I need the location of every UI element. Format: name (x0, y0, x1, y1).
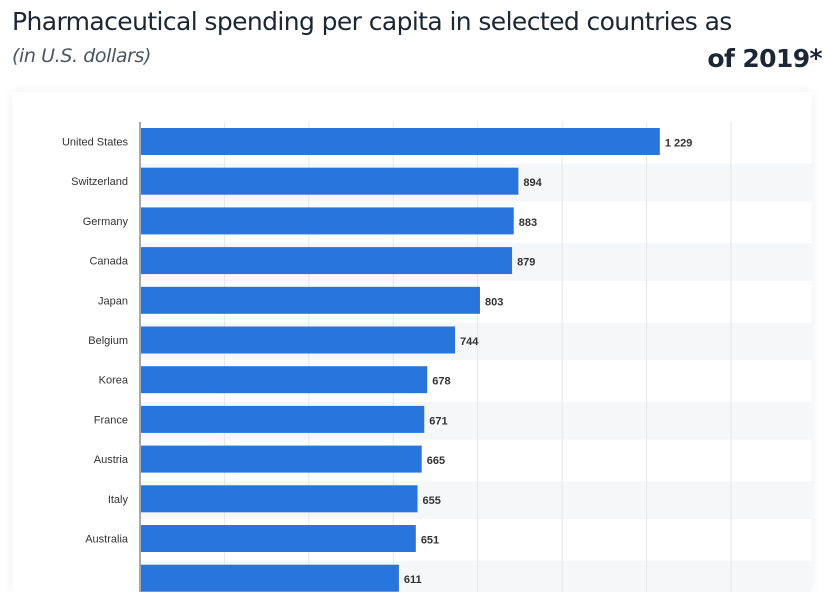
value-label: 651 (421, 535, 439, 547)
value-label: 1 229 (665, 138, 693, 150)
bar-switzerland (141, 167, 519, 195)
bar-united-states (141, 128, 660, 155)
value-label: 678 (432, 376, 450, 388)
bar-australia (141, 525, 416, 552)
bar-austria (141, 445, 422, 473)
category-label: Japan (98, 295, 128, 307)
bar-belgium (141, 326, 456, 354)
value-label: 883 (519, 217, 537, 229)
category-label: Australia (85, 534, 129, 546)
bar-france (141, 405, 425, 433)
value-label: 803 (485, 296, 503, 308)
category-label: Austria (94, 454, 129, 466)
category-label: France (94, 414, 128, 426)
bar-korea (141, 366, 428, 394)
value-label: 894 (523, 177, 542, 189)
category-label: Korea (99, 375, 129, 387)
bar-italy (141, 485, 418, 513)
chart-subtitle: (in U.S. dollars) (12, 45, 152, 67)
value-label: 611 (404, 574, 422, 586)
bar-row-11 (141, 564, 399, 592)
category-label: Germany (83, 216, 129, 228)
category-label: Switzerland (71, 176, 128, 188)
value-label: 744 (460, 336, 479, 348)
category-label: United States (62, 137, 129, 149)
bar-germany (141, 207, 514, 235)
category-label: Italy (108, 494, 129, 506)
chart-card: United States 1 229 Switzerland 894 Germany 8… (12, 92, 812, 592)
value-label: 879 (517, 257, 535, 269)
chart-title: Pharmaceutical spending per capita in se… (12, 2, 823, 76)
category-label: Belgium (88, 335, 128, 347)
title-line-1: Pharmaceutical spending per capita in se… (12, 7, 732, 36)
bar-japan (141, 286, 480, 314)
category-label: Canada (89, 256, 128, 268)
title-line-2: of 2019* (707, 44, 822, 73)
value-label: 655 (423, 495, 441, 507)
bar-chart: United States 1 229 Switzerland 894 Germany 8… (62, 122, 812, 592)
value-label: 665 (427, 455, 445, 467)
value-label: 671 (429, 415, 447, 427)
bar-canada (141, 247, 513, 275)
